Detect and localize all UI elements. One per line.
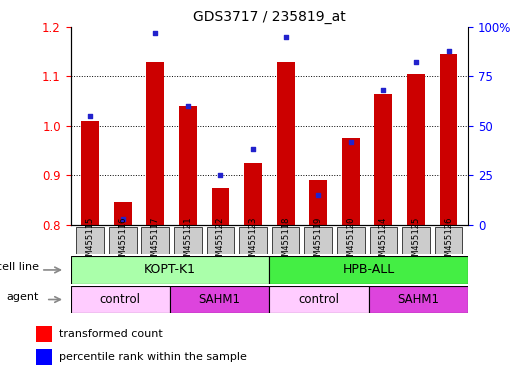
Bar <box>179 106 197 225</box>
Text: GSM455117: GSM455117 <box>151 216 160 265</box>
Bar <box>81 121 99 225</box>
Text: GSM455125: GSM455125 <box>412 216 420 265</box>
Bar <box>71 286 170 313</box>
Bar <box>211 187 230 225</box>
Text: control: control <box>100 293 141 306</box>
Bar <box>309 180 327 225</box>
Text: GSM455124: GSM455124 <box>379 216 388 265</box>
FancyBboxPatch shape <box>207 227 234 254</box>
Text: GSM455118: GSM455118 <box>281 216 290 265</box>
Point <box>314 192 322 198</box>
Bar <box>269 256 468 284</box>
Text: percentile rank within the sample: percentile rank within the sample <box>59 352 247 362</box>
Text: GSM455122: GSM455122 <box>216 216 225 265</box>
FancyBboxPatch shape <box>337 227 365 254</box>
Bar <box>439 54 458 225</box>
Point <box>86 113 94 119</box>
Text: GSM455119: GSM455119 <box>314 216 323 265</box>
Text: HPB-ALL: HPB-ALL <box>343 263 395 276</box>
Point <box>281 34 290 40</box>
Point <box>184 103 192 109</box>
Bar <box>407 74 425 225</box>
FancyBboxPatch shape <box>109 227 137 254</box>
Text: SAHM1: SAHM1 <box>199 293 241 306</box>
Point <box>379 87 388 93</box>
FancyBboxPatch shape <box>272 227 300 254</box>
Bar <box>146 63 164 225</box>
Point <box>412 60 420 66</box>
Text: GSM455120: GSM455120 <box>346 216 355 265</box>
FancyBboxPatch shape <box>141 227 169 254</box>
FancyBboxPatch shape <box>402 227 430 254</box>
Text: GSM455126: GSM455126 <box>444 216 453 265</box>
Text: GSM455116: GSM455116 <box>118 216 127 265</box>
Text: control: control <box>299 293 339 306</box>
Point <box>249 146 257 152</box>
Bar <box>36 349 52 365</box>
Bar <box>269 286 369 313</box>
FancyBboxPatch shape <box>239 227 267 254</box>
Point <box>217 172 225 178</box>
Text: KOPT-K1: KOPT-K1 <box>144 263 196 276</box>
Text: agent: agent <box>6 292 39 302</box>
Bar <box>71 256 269 284</box>
Text: GSM455123: GSM455123 <box>248 216 257 265</box>
FancyBboxPatch shape <box>174 227 202 254</box>
Title: GDS3717 / 235819_at: GDS3717 / 235819_at <box>193 10 346 25</box>
Bar <box>342 138 360 225</box>
Point <box>119 216 127 222</box>
Bar <box>374 94 392 225</box>
FancyBboxPatch shape <box>435 227 462 254</box>
FancyBboxPatch shape <box>304 227 332 254</box>
Text: GSM455121: GSM455121 <box>184 216 192 265</box>
Point <box>445 48 453 54</box>
Bar <box>369 286 468 313</box>
Bar <box>244 163 262 225</box>
FancyBboxPatch shape <box>76 227 104 254</box>
Text: SAHM1: SAHM1 <box>397 293 439 306</box>
Text: transformed count: transformed count <box>59 329 163 339</box>
FancyBboxPatch shape <box>370 227 397 254</box>
Point <box>151 30 160 36</box>
Bar <box>277 63 294 225</box>
Bar <box>170 286 269 313</box>
Text: cell line: cell line <box>0 262 39 272</box>
Bar <box>36 326 52 342</box>
Text: GSM455115: GSM455115 <box>86 216 95 265</box>
Point <box>347 139 355 145</box>
Bar <box>114 202 132 225</box>
